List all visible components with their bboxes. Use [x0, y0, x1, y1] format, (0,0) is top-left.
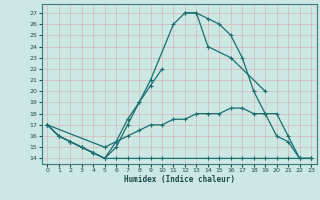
X-axis label: Humidex (Indice chaleur): Humidex (Indice chaleur) [124, 175, 235, 184]
